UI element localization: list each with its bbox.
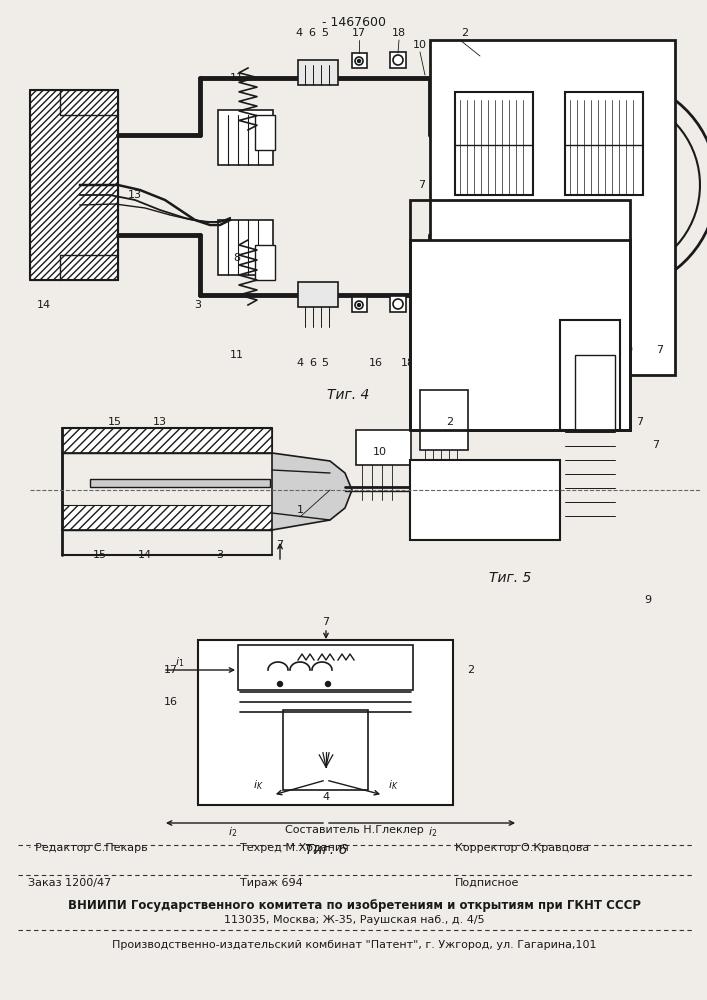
Text: 5: 5 [322, 358, 329, 368]
Bar [283, 710, 368, 790]
Text: 7: 7 [636, 417, 643, 427]
Text: 7: 7 [656, 345, 664, 355]
Bar [410, 200, 630, 430]
Text: 14: 14 [138, 550, 152, 560]
Bar [575, 355, 615, 430]
Bar [298, 60, 338, 85]
Bar [90, 479, 270, 487]
Text: Τиг. 6: Τиг. 6 [305, 843, 347, 857]
Text: 7: 7 [276, 540, 284, 550]
Text: 1: 1 [296, 505, 303, 515]
Text: 6: 6 [310, 358, 317, 368]
Text: - 1467600: - 1467600 [322, 15, 386, 28]
Text: 11: 11 [230, 73, 244, 83]
Text: 4: 4 [322, 792, 329, 802]
Polygon shape [272, 453, 352, 530]
Bar [255, 115, 275, 150]
Text: Τиг. 4: Τиг. 4 [327, 388, 369, 402]
Text: 2: 2 [446, 417, 454, 427]
Text: 16: 16 [164, 697, 178, 707]
Bar [410, 240, 630, 430]
Text: Тираж 694: Тираж 694 [240, 878, 303, 888]
Text: $i_1$: $i_1$ [175, 655, 185, 669]
Text: 16: 16 [369, 358, 383, 368]
Text: 18: 18 [392, 28, 406, 38]
Text: $i_K$: $i_K$ [252, 778, 263, 792]
Text: 11: 11 [230, 350, 244, 360]
Text: 113035, Москва; Ж-35, Раушская наб., д. 4/5: 113035, Москва; Ж-35, Раушская наб., д. … [223, 915, 484, 925]
Text: 17: 17 [352, 28, 366, 38]
Text: 3: 3 [216, 550, 223, 560]
Text: 7: 7 [322, 617, 329, 627]
Text: 10: 10 [413, 40, 427, 50]
Text: 13: 13 [128, 190, 142, 200]
Bar [410, 460, 560, 540]
Text: ВНИИПИ Государственного комитета по изобретениям и открытиям при ГКНТ СССР: ВНИИПИ Государственного комитета по изоб… [67, 898, 641, 912]
Text: 13: 13 [153, 417, 167, 427]
Text: Корректор О.Кравцова: Корректор О.Кравцова [455, 843, 589, 853]
Text: $i_K$: $i_K$ [387, 778, 398, 792]
Text: 18: 18 [401, 358, 415, 368]
Text: Подписное: Подписное [455, 878, 520, 888]
Bar [255, 245, 275, 280]
Text: Τиг. 5: Τиг. 5 [489, 571, 531, 585]
Text: 17: 17 [164, 665, 178, 675]
Text: 7: 7 [653, 440, 660, 450]
Text: 15: 15 [108, 417, 122, 427]
Text: 3: 3 [194, 300, 201, 310]
Text: $i_2$: $i_2$ [428, 825, 438, 839]
Bar [560, 320, 620, 430]
Text: 9: 9 [626, 345, 633, 355]
Text: 9: 9 [645, 595, 652, 605]
Circle shape [358, 304, 361, 306]
Text: 7: 7 [419, 180, 426, 190]
Text: 2: 2 [467, 665, 474, 675]
Text: $i_2$: $i_2$ [228, 825, 238, 839]
Bar [352, 297, 367, 312]
Text: · Редактор С.Пекарь: · Редактор С.Пекарь [28, 843, 148, 853]
Text: Производственно-издательский комбинат "Патент", г. Ужгород, ул. Гагарина,101: Производственно-издательский комбинат "П… [112, 940, 596, 950]
Text: Заказ 1200/47: Заказ 1200/47 [28, 878, 111, 888]
Text: 5: 5 [322, 28, 329, 38]
Text: 4: 4 [296, 28, 303, 38]
Bar [430, 40, 675, 375]
Text: 10: 10 [438, 355, 452, 365]
Text: 8: 8 [233, 253, 240, 263]
Text: 14: 14 [37, 300, 51, 310]
Bar [298, 282, 338, 307]
Text: Техред М.Ходанич: Техред М.Ходанич [240, 843, 349, 853]
Bar [62, 505, 272, 530]
Bar [218, 220, 273, 275]
Bar [455, 92, 533, 195]
Bar [390, 296, 406, 312]
Circle shape [358, 60, 361, 62]
Text: 10: 10 [373, 447, 387, 457]
Circle shape [278, 682, 283, 686]
Text: 4: 4 [296, 358, 303, 368]
Text: 15: 15 [93, 550, 107, 560]
Text: Составитель Н.Глеклер: Составитель Н.Глеклер [285, 825, 423, 835]
Bar [565, 92, 643, 195]
Circle shape [325, 682, 330, 686]
Text: 2: 2 [462, 28, 469, 38]
Bar [390, 52, 406, 68]
Bar [420, 390, 468, 450]
Bar [238, 645, 413, 690]
Bar [352, 53, 367, 68]
Text: 6: 6 [308, 28, 315, 38]
Bar [218, 110, 273, 165]
Bar [356, 430, 411, 465]
Bar [198, 640, 453, 805]
Bar [62, 428, 272, 453]
Bar [30, 90, 118, 280]
